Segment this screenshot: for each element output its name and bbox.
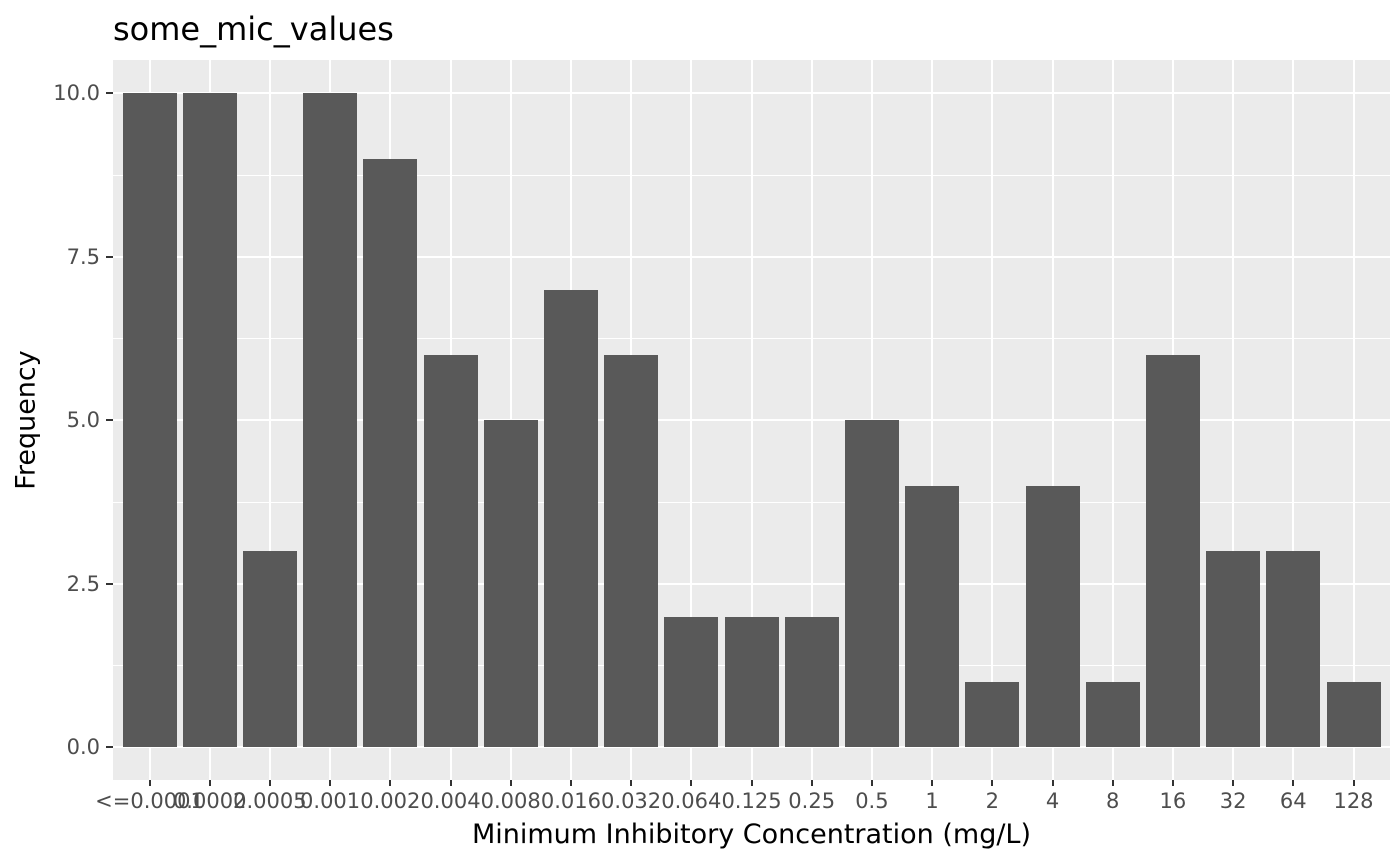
x-tick-mark: [750, 780, 753, 786]
x-tick-mark: [148, 780, 151, 786]
bar: [423, 354, 478, 748]
x-axis-title: Minimum Inhibitory Concentration (mg/L): [471, 819, 1032, 850]
x-tick-mark: [449, 780, 452, 786]
plot-panel: [113, 60, 1390, 780]
x-tick-label: 0.0005: [233, 789, 307, 813]
x-tick-label: 0.002: [360, 789, 421, 813]
major-gridline-x: [991, 60, 994, 780]
y-tick-label: 0.0: [66, 735, 100, 760]
x-tick-mark: [1292, 780, 1295, 786]
y-tick-label: 7.5: [66, 244, 100, 269]
bar: [303, 93, 358, 748]
x-tick-mark: [208, 780, 211, 786]
y-tick-label: 2.5: [66, 571, 100, 596]
major-gridline-x: [1111, 60, 1114, 780]
bar: [543, 289, 598, 748]
x-tick-label: 0.004: [420, 789, 481, 813]
bar: [122, 93, 177, 748]
bar: [664, 616, 719, 748]
x-tick-mark: [810, 780, 813, 786]
x-tick-mark: [1232, 780, 1235, 786]
major-gridline-x: [1232, 60, 1235, 780]
y-tick-mark: [106, 419, 113, 422]
y-tick-label: 10.0: [53, 81, 100, 106]
bar: [1266, 551, 1321, 748]
major-gridline-x: [268, 60, 271, 780]
x-tick-label: 0.008: [480, 789, 541, 813]
major-gridline-x: [870, 60, 873, 780]
x-tick-mark: [389, 780, 392, 786]
x-tick-mark: [329, 780, 332, 786]
y-tick-mark: [106, 255, 113, 258]
x-tick-mark: [630, 780, 633, 786]
bar: [784, 616, 839, 748]
x-tick-label: 0.032: [601, 789, 662, 813]
x-tick-mark: [991, 780, 994, 786]
major-gridline-x: [690, 60, 693, 780]
bar: [363, 158, 418, 748]
major-gridline-x: [750, 60, 753, 780]
bar: [905, 485, 960, 748]
x-tick-label: 8: [1106, 789, 1120, 813]
y-tick-mark: [106, 582, 113, 585]
x-tick-mark: [1051, 780, 1054, 786]
x-tick-label: 2: [985, 789, 999, 813]
bar: [182, 93, 237, 748]
bar: [1025, 485, 1080, 748]
x-tick-label: 0.25: [788, 789, 836, 813]
major-gridline-x: [1292, 60, 1295, 780]
y-tick-mark: [106, 92, 113, 95]
major-gridline-x: [931, 60, 934, 780]
x-tick-mark: [1352, 780, 1355, 786]
x-tick-label: 64: [1279, 789, 1307, 813]
x-tick-mark: [268, 780, 271, 786]
x-tick-mark: [1171, 780, 1174, 786]
x-tick-mark: [1111, 780, 1114, 786]
bar: [1326, 681, 1381, 748]
bar: [604, 354, 659, 748]
plot-title: some_mic_values: [113, 10, 394, 48]
x-tick-mark: [931, 780, 934, 786]
x-tick-label: <=0.0001: [95, 789, 204, 813]
y-tick-label: 5.0: [66, 408, 100, 433]
bar: [965, 681, 1020, 748]
x-tick-mark: [690, 780, 693, 786]
x-tick-label: 4: [1045, 789, 1060, 813]
major-gridline-x: [1051, 60, 1054, 780]
bar: [1145, 354, 1200, 748]
y-tick-mark: [106, 746, 113, 749]
bar: [724, 616, 779, 748]
major-gridline-x: [810, 60, 813, 780]
x-tick-label: 0.001: [300, 789, 361, 813]
x-tick-label: 1: [925, 789, 939, 813]
x-tick-label: 0.064: [661, 789, 722, 813]
bar: [1206, 551, 1261, 748]
major-gridline-x: [1352, 60, 1355, 780]
x-tick-mark: [870, 780, 873, 786]
major-gridline-x: [509, 60, 512, 780]
x-tick-mark: [569, 780, 572, 786]
bar: [1085, 681, 1140, 748]
bar: [483, 420, 538, 748]
x-tick-label: 128: [1333, 789, 1374, 813]
bar: [242, 551, 297, 748]
bar: [844, 420, 899, 748]
x-tick-label: 0.016: [540, 789, 601, 813]
x-tick-label: 0.125: [721, 789, 782, 813]
x-tick-label: 0.5: [855, 789, 889, 813]
x-tick-label: 16: [1159, 789, 1187, 813]
x-tick-label: 32: [1219, 789, 1247, 813]
x-tick-mark: [509, 780, 512, 786]
x-tick-label: 0.0002: [172, 789, 247, 813]
